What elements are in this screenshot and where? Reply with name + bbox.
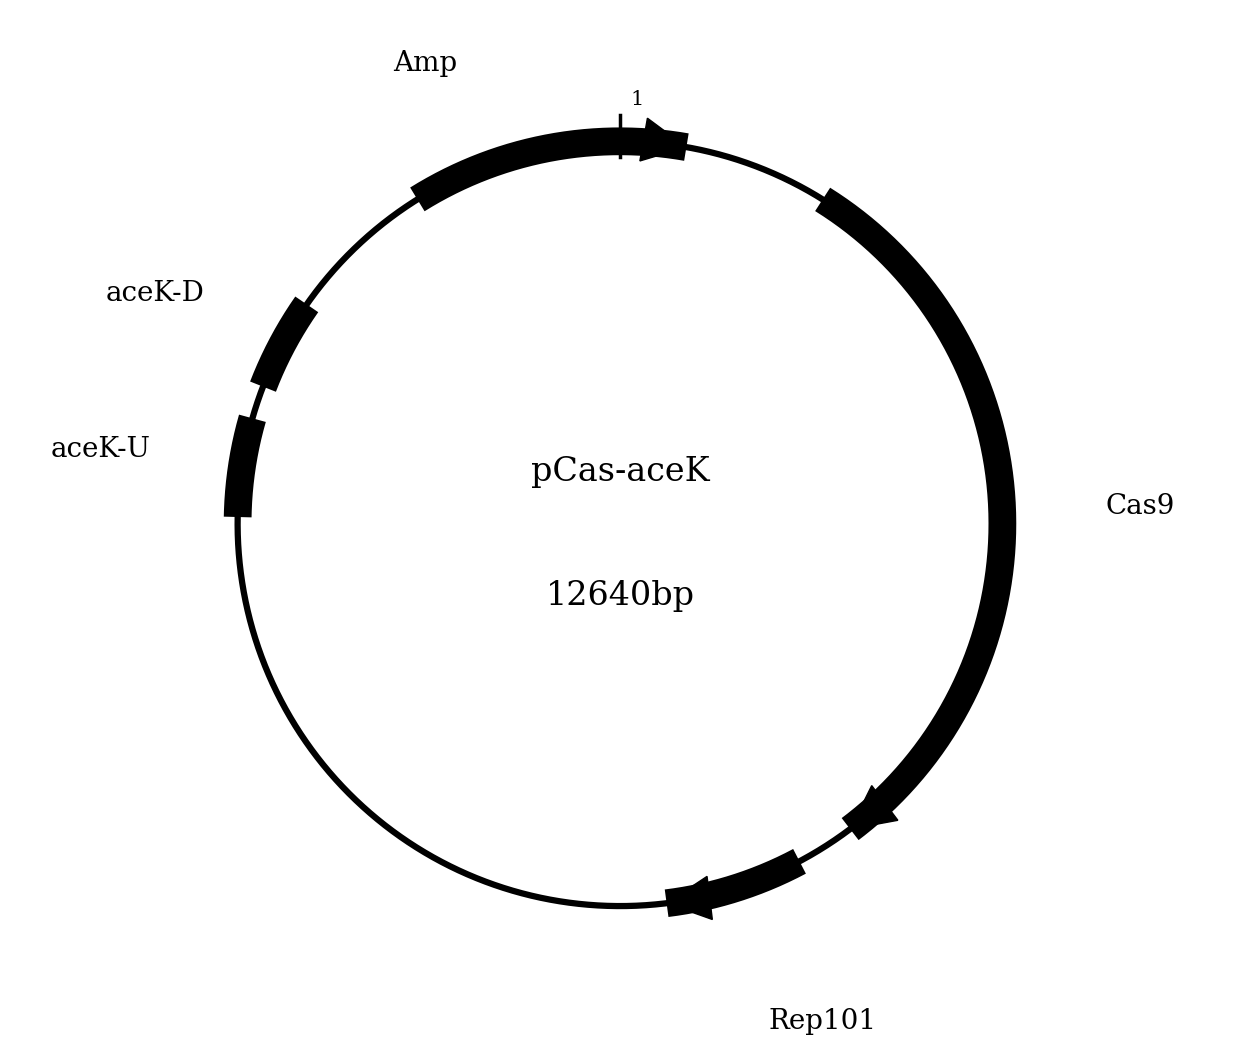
Text: aceK-D: aceK-D xyxy=(105,280,205,306)
Polygon shape xyxy=(851,786,898,829)
Text: pCas-aceK: pCas-aceK xyxy=(531,456,709,488)
Polygon shape xyxy=(640,119,687,160)
Text: aceK-U: aceK-U xyxy=(51,435,150,463)
Text: Rep101: Rep101 xyxy=(768,1008,877,1035)
Text: Amp: Amp xyxy=(393,50,458,77)
Text: 12640bp: 12640bp xyxy=(546,580,694,612)
Text: 1: 1 xyxy=(630,90,644,109)
Text: Cas9: Cas9 xyxy=(1105,493,1174,520)
Polygon shape xyxy=(667,876,712,920)
